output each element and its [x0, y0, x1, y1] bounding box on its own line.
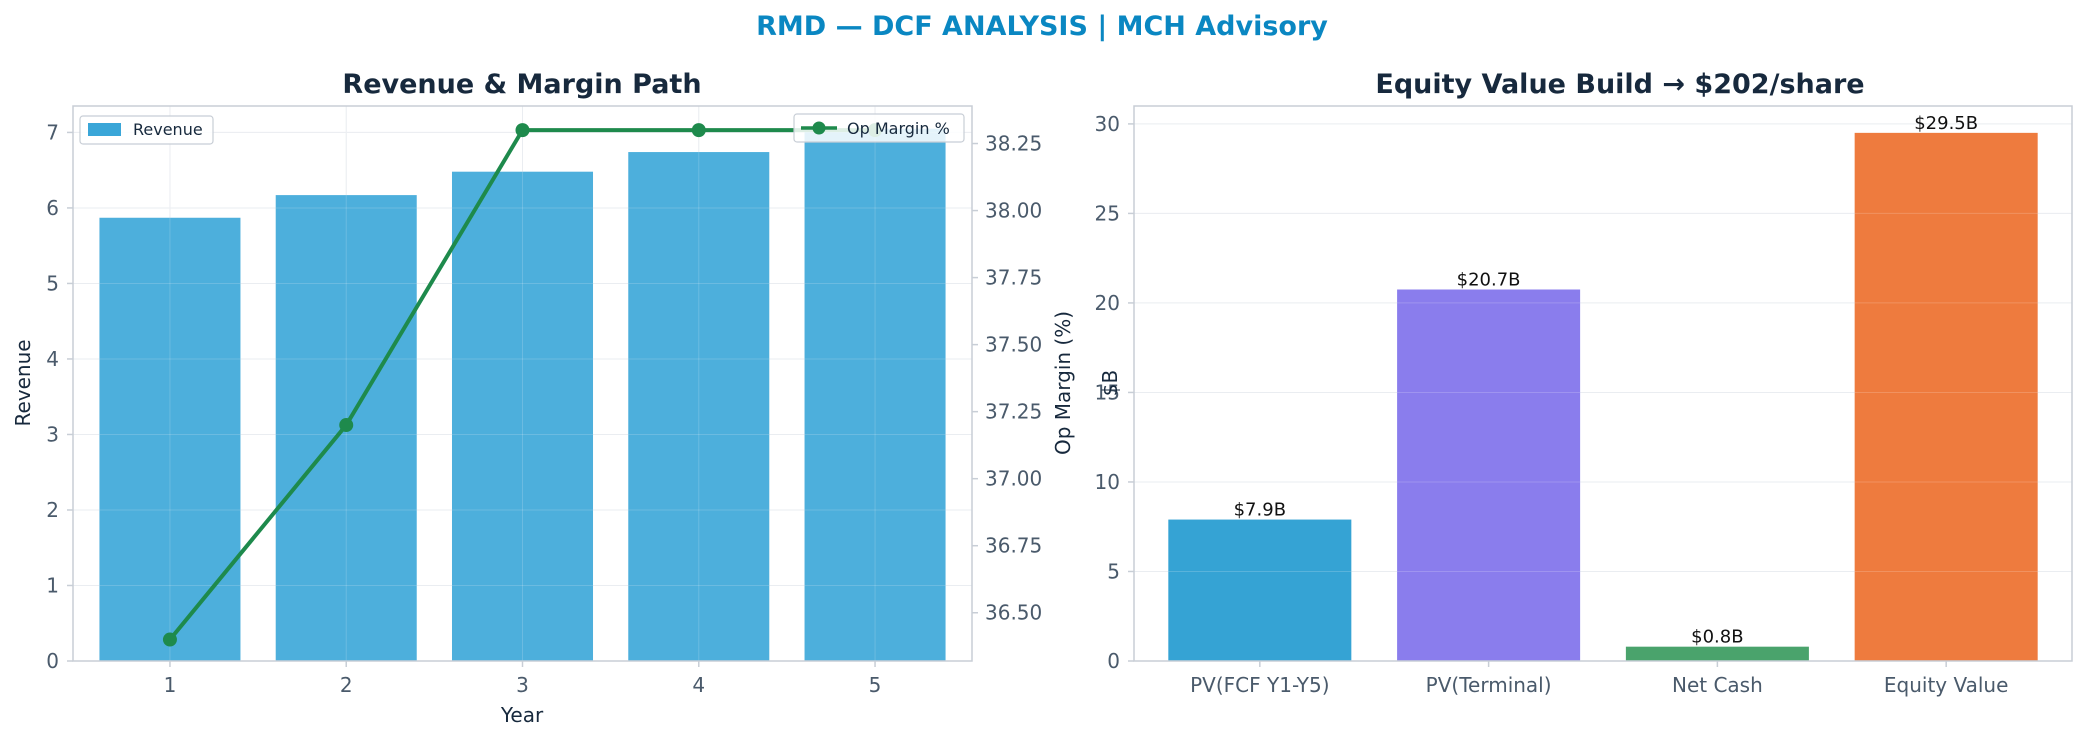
x-tick-label: Net Cash	[1672, 673, 1763, 697]
y2-tick-label: 38.00	[985, 199, 1042, 223]
op-margin-point	[339, 418, 354, 433]
y-tick-labels: 0 1 2 3 4 5 6 7	[46, 120, 73, 673]
bar-data-labels: $7.9B $20.7B $0.8B $29.5B	[1234, 113, 1979, 648]
y-tick-label: 25	[1095, 201, 1120, 225]
x-tick-label: PV(FCF Y1-Y5)	[1190, 673, 1329, 697]
y2-tick-label: 38.25	[985, 132, 1042, 156]
x-tick-label: 1	[164, 673, 177, 697]
chart-title: Revenue & Margin Path	[342, 69, 701, 100]
y-tick-label: 5	[1107, 559, 1120, 583]
y-tick-label: 5	[46, 271, 59, 295]
legend-marker-op-margin	[812, 121, 826, 135]
y2-tick-label: 37.50	[985, 333, 1042, 357]
y2-tick-label: 36.50	[985, 601, 1042, 625]
y2-tick-label: 36.75	[985, 534, 1042, 558]
equity-bars	[1134, 123, 2072, 662]
revenue-bar	[804, 128, 946, 661]
y-tick-labels: 0 5 10 15 20 25 30	[1095, 112, 1134, 673]
y-tick-label: 2	[46, 498, 59, 522]
op-margin-point	[162, 632, 177, 647]
legend-op-margin: Op Margin %	[793, 113, 965, 143]
op-margin-point	[515, 123, 530, 138]
legend-label-op-margin: Op Margin %	[847, 119, 950, 138]
equity-value-chart: Equity Value Build → $202/share $7.9B $20…	[1095, 69, 2073, 697]
revenue-bar	[628, 152, 770, 661]
x-tick-label: 3	[516, 673, 529, 697]
chart-title: Equity Value Build → $202/share	[1375, 69, 1864, 100]
legend-label-revenue: Revenue	[133, 120, 203, 139]
x-tick-label: PV(Terminal)	[1426, 673, 1552, 697]
y2-axis-label: Op Margin (%)	[1051, 311, 1075, 455]
x-axis-label: Year	[500, 703, 544, 727]
x-tick-label: Equity Value	[1884, 673, 2009, 697]
equity-bar	[1625, 646, 1809, 661]
x-tick-labels: PV(FCF Y1-Y5) PV(Terminal) Net Cash Equity …	[1190, 661, 2008, 697]
y-tick-label: 7	[46, 120, 59, 144]
x-tick-label: 4	[692, 673, 705, 697]
revenue-bar	[99, 217, 241, 661]
y2-tick-label: 37.00	[985, 467, 1042, 491]
y-axis-label: Revenue	[11, 339, 35, 426]
x-tick-label: 5	[869, 673, 882, 697]
y-tick-label: 0	[46, 649, 59, 673]
y-tick-label: 6	[46, 196, 59, 220]
y-tick-label: 4	[46, 347, 59, 371]
bar-value-label: $7.9B	[1234, 500, 1286, 521]
y-tick-label: 15	[1095, 380, 1120, 404]
y-tick-label: 10	[1095, 470, 1120, 494]
legend-swatch-revenue	[88, 123, 121, 136]
equity-bar	[1854, 132, 2038, 661]
y2-tick-label: 37.75	[985, 266, 1042, 290]
legend-revenue: Revenue	[79, 115, 214, 145]
legend-box	[793, 113, 965, 143]
x-tick-labels: 1 2 3 4 5	[164, 661, 882, 697]
y-tick-label: 30	[1095, 112, 1120, 136]
revenue-margin-chart: Revenue & Margin Path 1 2 3 4 5 0 1 2 3 4 5 6 7 36.…	[11, 69, 1075, 727]
plot-frame	[1133, 105, 2073, 662]
y-tick-label: 3	[46, 422, 59, 446]
y2-tick-label: 37.25	[985, 400, 1042, 424]
revenue-bar	[451, 171, 594, 661]
figure-suptitle: RMD — DCF ANALYSIS | MCH Advisory	[756, 11, 1328, 42]
bar-value-label: $20.7B	[1457, 270, 1521, 291]
y2-tick-labels: 36.50 36.75 37.00 37.25 37.50 37.75 38.00 38.25	[972, 132, 1042, 625]
equity-bar	[1168, 519, 1352, 661]
y-tick-label: 20	[1095, 291, 1120, 315]
y-tick-label: 1	[46, 573, 59, 597]
bar-value-label: $29.5B	[1914, 113, 1978, 134]
x-tick-label: 2	[340, 673, 353, 697]
y-axis-label: $B	[1098, 370, 1122, 396]
equity-bar	[1397, 289, 1581, 661]
bar-value-label: $0.8B	[1691, 627, 1743, 648]
op-margin-point	[691, 123, 706, 138]
y-tick-label: 0	[1107, 649, 1120, 673]
revenue-bars	[73, 106, 972, 662]
